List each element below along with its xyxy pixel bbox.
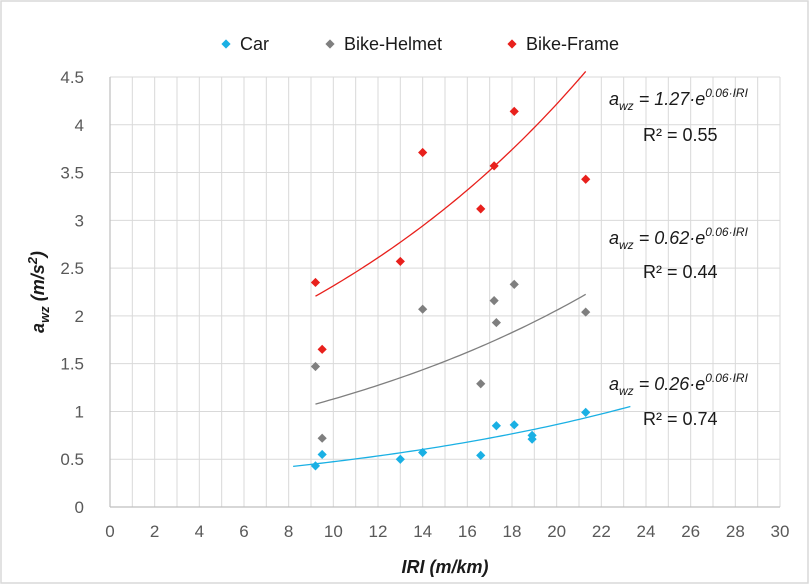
x-tick-label: 6 [239, 522, 248, 541]
data-point-bike-helmet [581, 307, 591, 317]
x-tick-label: 2 [150, 522, 159, 541]
data-point-car [310, 461, 321, 471]
y-tick-label: 1 [75, 402, 84, 421]
x-tick-label: 20 [547, 522, 566, 541]
trendlines [293, 70, 631, 468]
data-point-car [509, 420, 519, 430]
data-point-bike-frame [418, 147, 428, 158]
x-tick-label: 30 [771, 522, 790, 541]
x-tick-label: 24 [637, 522, 656, 541]
trendline-annotations: awz = 0.26·e0.06·IRI R² = 0.74 awz = 0.62·… [609, 86, 749, 429]
x-tick-label: 28 [726, 522, 745, 541]
y-tick-label: 4.5 [60, 68, 84, 87]
data-point-car [418, 447, 428, 458]
data-point-car [476, 450, 486, 460]
x-tick-label: 8 [284, 522, 293, 541]
y-tick-label: 1.5 [60, 355, 84, 374]
axes [109, 77, 780, 508]
y-tick-label: 0 [75, 498, 84, 517]
legend-marker-bike-helmet [325, 39, 335, 49]
data-point-car [491, 421, 501, 431]
legend-label-bike-frame: Bike-Frame [526, 34, 619, 54]
data-point-bike-helmet [310, 361, 321, 372]
y-tick-label: 2 [75, 307, 84, 326]
x-tick-label: 12 [369, 522, 388, 541]
legend-label-bike-helmet: Bike-Helmet [344, 34, 442, 54]
legend-marker-car [221, 39, 231, 49]
x-tick-label: 4 [195, 522, 204, 541]
trendline-equation-bike-frame: awz = 1.27·e0.06·IRI [609, 86, 749, 113]
x-tick-label: 22 [592, 522, 611, 541]
x-tick-label: 14 [413, 522, 432, 541]
data-point-bike-helmet [418, 304, 428, 314]
legend: Car Bike-Helmet Bike-Frame [221, 34, 619, 54]
trendline-r2-bike-frame: R² = 0.55 [643, 125, 718, 145]
legend-marker-bike-frame [507, 39, 517, 49]
data-points [310, 106, 591, 471]
y-tick-label: 0.5 [60, 450, 84, 469]
trendline-car [293, 405, 631, 468]
trendline-bike-frame [315, 70, 587, 297]
legend-label-car: Car [240, 34, 269, 54]
data-point-bike-frame [317, 344, 327, 354]
y-tick-label: 2.5 [60, 259, 84, 278]
x-tick-label: 18 [503, 522, 522, 541]
x-tick-label: 16 [458, 522, 477, 541]
trendline-r2-bike-helmet: R² = 0.44 [643, 262, 718, 282]
data-point-bike-helmet [317, 433, 327, 443]
x-tick-label: 0 [105, 522, 114, 541]
x-tick-label: 26 [681, 522, 700, 541]
data-point-bike-frame [581, 174, 591, 184]
data-point-bike-helmet [489, 296, 499, 306]
data-point-car [317, 449, 327, 460]
data-point-car [527, 430, 537, 440]
data-point-bike-frame [509, 106, 519, 116]
trendline-equation-car: awz = 0.26·e0.06·IRI [609, 371, 749, 398]
data-point-bike-frame [310, 277, 321, 288]
data-point-bike-helmet [491, 317, 501, 328]
x-tick-label: 10 [324, 522, 343, 541]
data-point-bike-helmet [509, 279, 519, 289]
y-tick-label: 4 [75, 116, 84, 135]
data-point-bike-frame [476, 204, 486, 214]
axis-labels: 0 2 4 6 8 10 12 14 16 18 20 22 24 26 28 3000.511.522.53… [25, 68, 789, 577]
y-axis-title: awz (m/s2) [25, 251, 52, 333]
data-point-bike-frame [489, 161, 499, 171]
y-tick-label: 3.5 [60, 164, 84, 183]
trendline-bike-helmet [315, 293, 587, 405]
y-tick-label: 3 [75, 211, 84, 230]
trendline-r2-car: R² = 0.74 [643, 409, 718, 429]
data-point-car [395, 454, 405, 464]
data-point-car [581, 407, 591, 417]
data-point-bike-frame [395, 256, 405, 267]
x-axis-title: IRI (m/km) [401, 557, 488, 577]
trendline-equation-bike-helmet: awz = 0.62·e0.06·IRI [609, 225, 749, 252]
data-point-bike-helmet [476, 379, 486, 389]
